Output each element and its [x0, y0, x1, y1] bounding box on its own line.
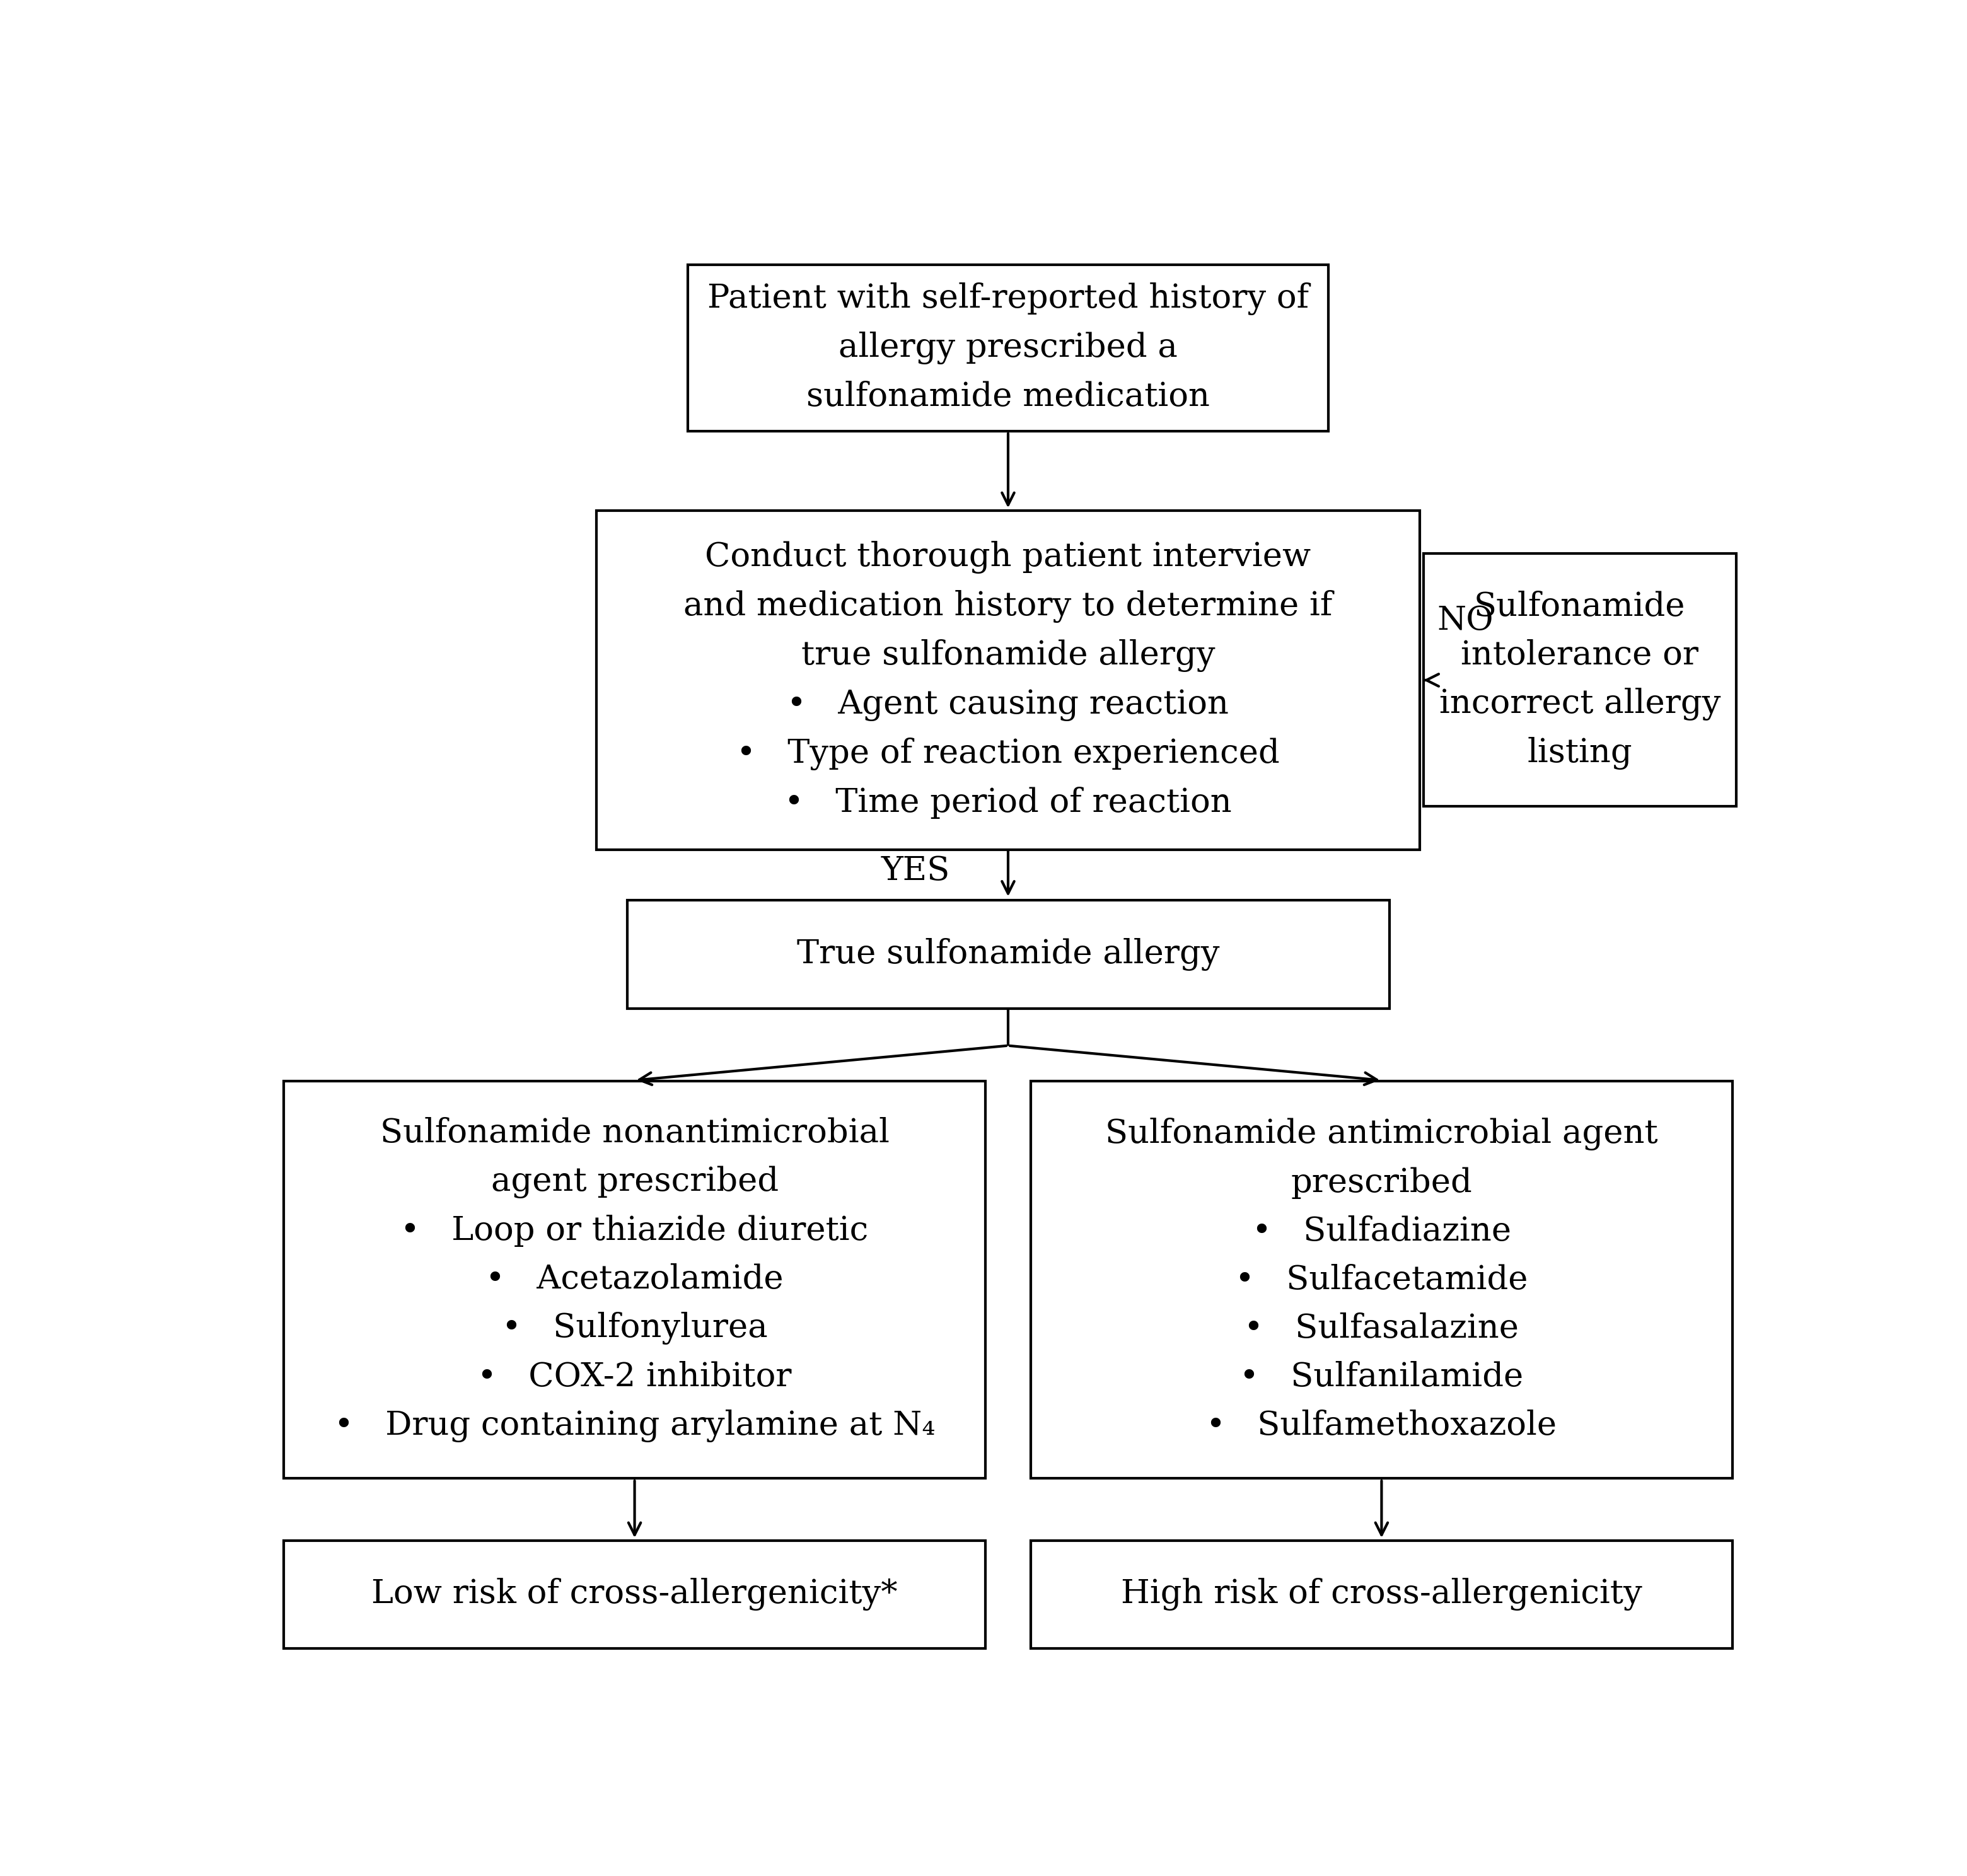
Text: NO: NO [1438, 604, 1493, 636]
Text: YES: YES [881, 855, 950, 887]
FancyBboxPatch shape [283, 1540, 985, 1649]
Text: True sulfonamide allergy: True sulfonamide allergy [797, 938, 1220, 972]
FancyBboxPatch shape [1031, 1081, 1733, 1478]
FancyBboxPatch shape [596, 510, 1420, 850]
Text: Patient with self-reported history of
allergy prescribed a
sulfonamide medicatio: Patient with self-reported history of al… [708, 283, 1308, 413]
FancyBboxPatch shape [627, 900, 1389, 1009]
Text: High risk of cross-allergenicity: High risk of cross-allergenicity [1121, 1578, 1642, 1611]
FancyBboxPatch shape [688, 265, 1328, 431]
Text: Sulfonamide
intolerance or
incorrect allergy
listing: Sulfonamide intolerance or incorrect all… [1440, 591, 1721, 769]
Text: Conduct thorough patient interview
and medication history to determine if
true s: Conduct thorough patient interview and m… [685, 540, 1332, 820]
Text: Sulfonamide nonantimicrobial
agent prescribed
•   Loop or thiazide diuretic
•   : Sulfonamide nonantimicrobial agent presc… [334, 1116, 934, 1443]
FancyBboxPatch shape [283, 1081, 985, 1478]
Text: Sulfonamide antimicrobial agent
prescribed
•   Sulfadiazine
•   Sulfacetamide
• : Sulfonamide antimicrobial agent prescrib… [1105, 1118, 1658, 1441]
Text: Low risk of cross-allergenicity*: Low risk of cross-allergenicity* [372, 1578, 897, 1611]
FancyBboxPatch shape [1424, 553, 1737, 807]
FancyBboxPatch shape [1031, 1540, 1733, 1649]
